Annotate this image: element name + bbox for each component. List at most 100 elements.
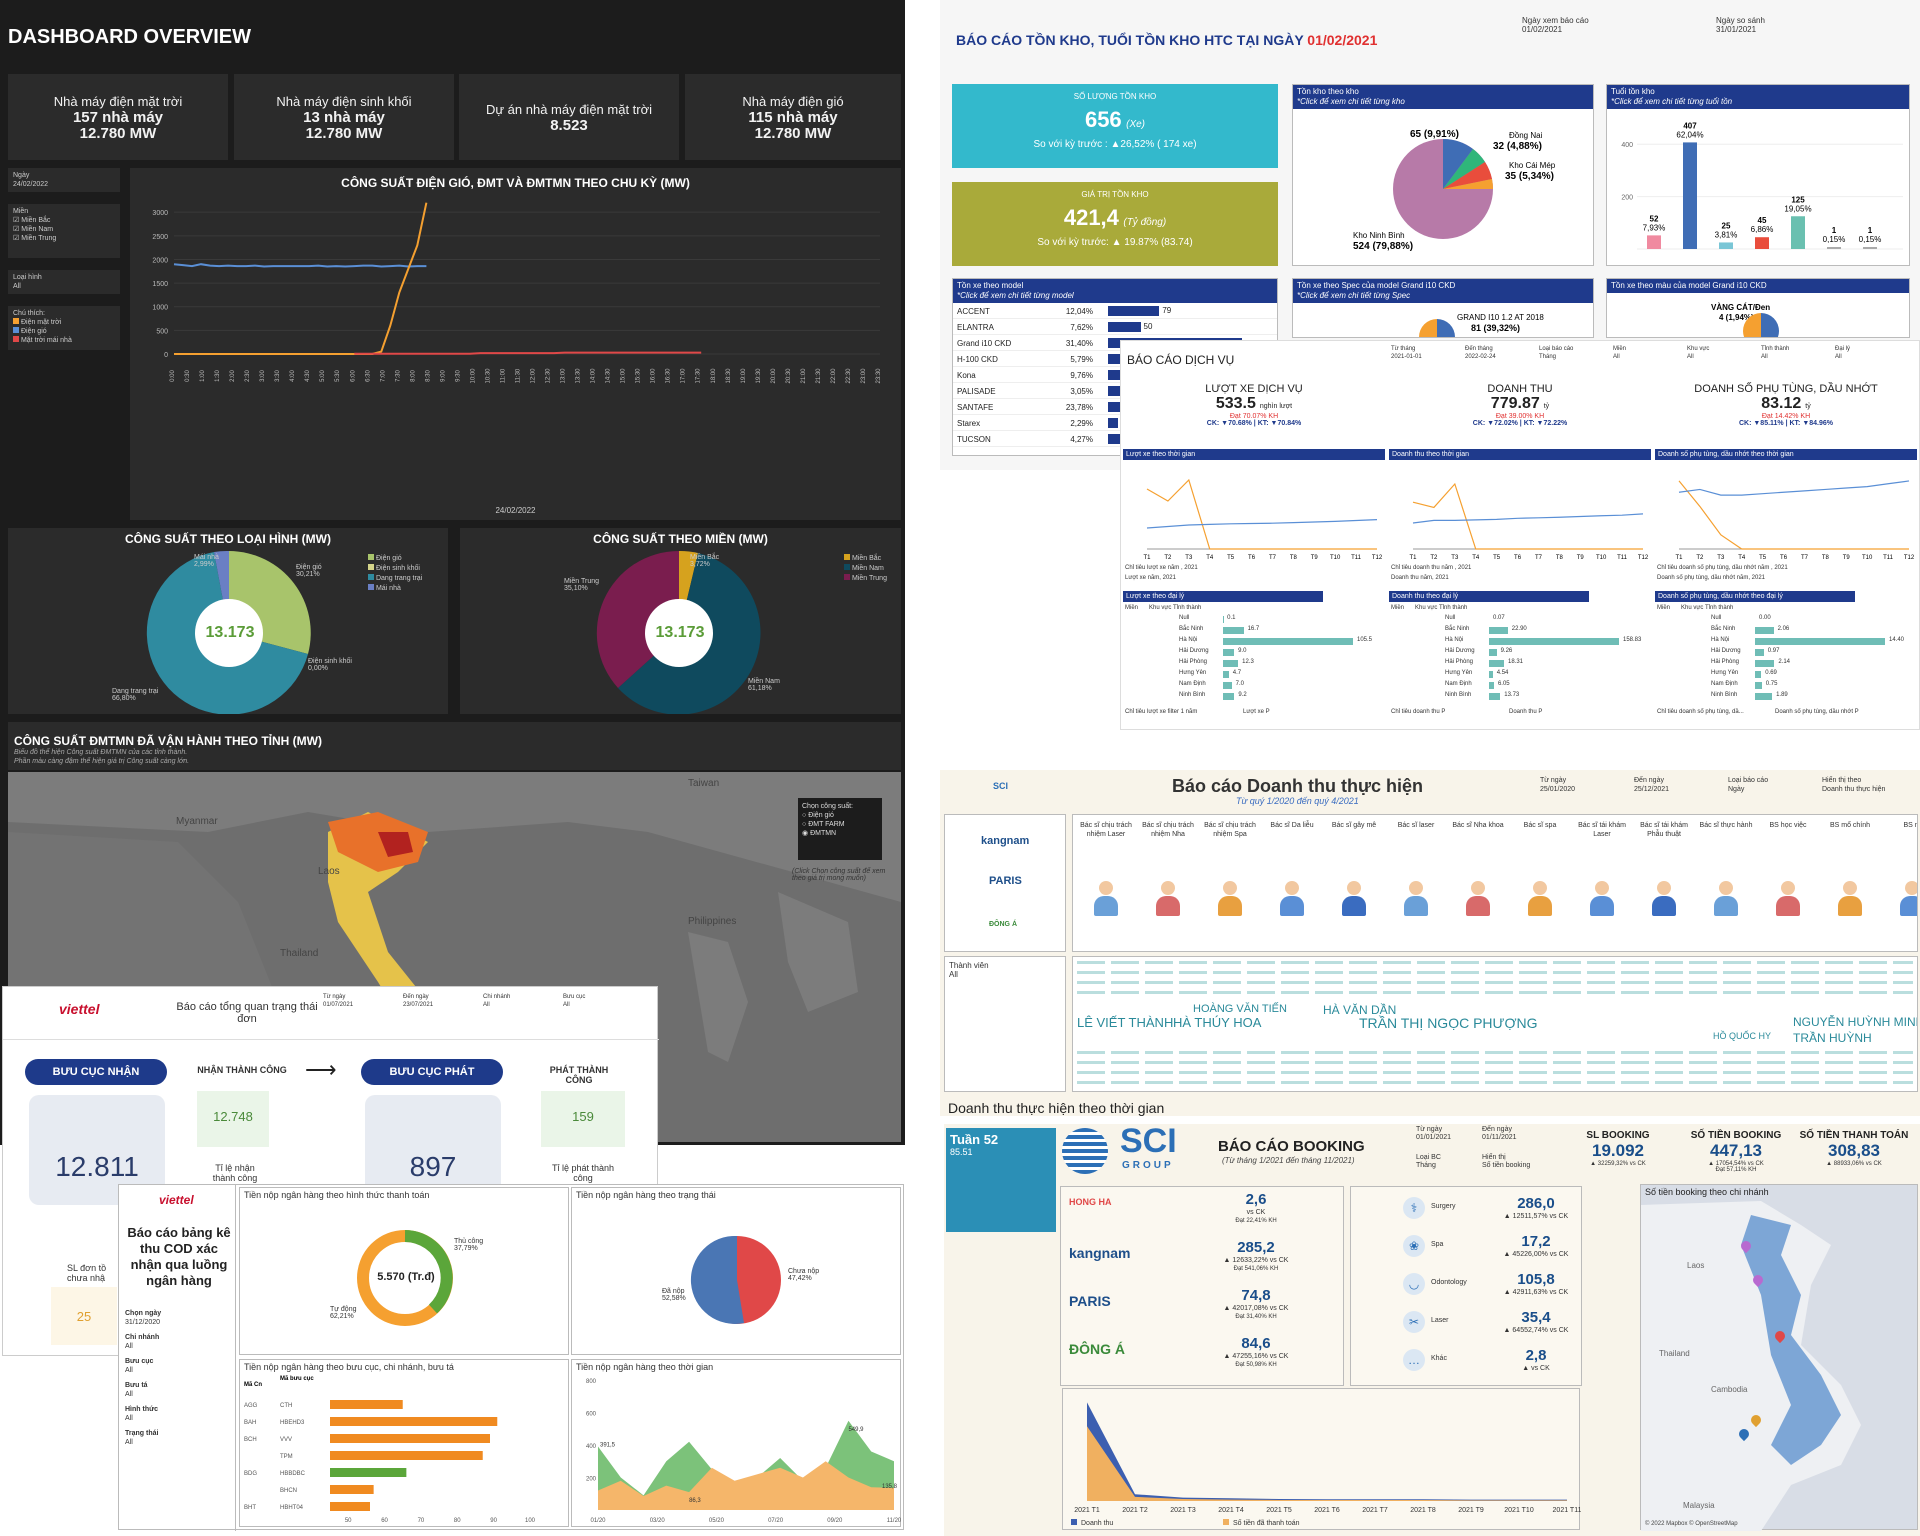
dl-bar[interactable] bbox=[1489, 671, 1493, 678]
role-label[interactable]: Bác sĩ Nha khoa bbox=[1452, 822, 1504, 829]
capacity-selector[interactable]: Chọn công suất: ○ Điện gió ○ ĐMT FARM ◉ … bbox=[798, 798, 882, 860]
filter-6[interactable]: Đại lý All bbox=[1835, 345, 1850, 361]
model-row[interactable]: TUCSON 4,27% bbox=[953, 431, 1277, 447]
slice-paid[interactable] bbox=[690, 1235, 744, 1324]
filter-5[interactable]: Trạng thái All bbox=[125, 1429, 225, 1447]
dl-bar[interactable] bbox=[1223, 660, 1239, 667]
doctor-avatar-icon[interactable] bbox=[1155, 881, 1181, 917]
area-paid[interactable] bbox=[1087, 1426, 1567, 1501]
brand-logo[interactable]: PARIS bbox=[1069, 1293, 1111, 1309]
filter-3[interactable]: Bưu cục All bbox=[563, 993, 585, 1009]
radio-option[interactable]: ○ ĐMT FARM bbox=[802, 821, 845, 828]
doctor-avatar-icon[interactable] bbox=[1217, 881, 1243, 917]
brand-logo[interactable]: HONG HA bbox=[1069, 1197, 1112, 1207]
filter-2[interactable]: Bưu cục All bbox=[125, 1357, 225, 1375]
dl-bar[interactable] bbox=[1755, 682, 1762, 689]
bar[interactable] bbox=[330, 1434, 490, 1443]
region-filter[interactable]: Miền ☑ Miền Bắc ☑ Miền Nam ☑ Miền Trung bbox=[8, 204, 120, 258]
kpi-biomass-plants[interactable]: Nhà máy điện sinh khối 13 nhà máy 12.780… bbox=[234, 74, 454, 160]
paris-logo[interactable]: PARIS bbox=[989, 875, 1022, 887]
kpi-solar-plants[interactable]: Nhà máy điện mặt trời 157 nhà máy 12.780… bbox=[8, 74, 228, 160]
doctor-avatar-icon[interactable] bbox=[1713, 881, 1739, 917]
dl-bar[interactable] bbox=[1489, 693, 1501, 700]
region-option[interactable]: ☑ Miền Nam bbox=[13, 226, 54, 233]
kangnam-logo[interactable]: kangnam bbox=[981, 835, 1030, 847]
doctor-avatar-icon[interactable] bbox=[1341, 881, 1367, 917]
slice[interactable] bbox=[1443, 179, 1493, 189]
filter-3[interactable]: Bưu tá All bbox=[125, 1381, 225, 1399]
dl-bar[interactable] bbox=[1223, 638, 1353, 645]
service-kpi[interactable]: DOANH THU 779.87 tỷ Đạt 39.00% KH CK: ▼72.02… bbox=[1387, 383, 1653, 427]
received-ok-box[interactable]: 12.748 bbox=[197, 1091, 269, 1147]
dl-bar[interactable] bbox=[1755, 693, 1773, 700]
dl-bar[interactable] bbox=[1223, 682, 1232, 689]
type-filter[interactable]: Loại hình All bbox=[8, 270, 120, 294]
bar[interactable] bbox=[330, 1400, 403, 1409]
bar[interactable] bbox=[330, 1451, 483, 1460]
age-bar[interactable] bbox=[1863, 247, 1877, 249]
dl-bar[interactable] bbox=[1489, 660, 1504, 667]
doctor-avatar-icon[interactable] bbox=[1651, 881, 1677, 917]
member-name[interactable]: NGUYỄN HUỲNH MINH bbox=[1793, 1015, 1918, 1029]
role-label[interactable]: Bác sĩ gây mê bbox=[1331, 822, 1377, 829]
slice[interactable] bbox=[1443, 139, 1473, 189]
member-name[interactable]: LÊ VIẾT THÀNH bbox=[1077, 1015, 1174, 1030]
filter-3[interactable]: Hiển thị Số tiền booking bbox=[1482, 1154, 1546, 1170]
age-bar[interactable] bbox=[1755, 237, 1769, 249]
model-bar[interactable] bbox=[1108, 386, 1121, 396]
member-name[interactable]: TRẦN HUỲNH bbox=[1793, 1031, 1872, 1045]
filter-0[interactable]: Từ ngày 01/07/2021 bbox=[323, 993, 353, 1009]
dl-bar[interactable] bbox=[1489, 682, 1494, 689]
dl-bar[interactable] bbox=[1755, 649, 1764, 656]
doctor-avatar-icon[interactable] bbox=[1279, 881, 1305, 917]
model-row[interactable]: ELANTRA 7,62% 50 bbox=[953, 319, 1277, 335]
role-label[interactable]: Bác sĩ chịu trách nhiệm Laser bbox=[1080, 822, 1132, 838]
member-filter[interactable]: Thành viên All bbox=[944, 956, 1066, 1092]
filter-2[interactable]: Loại BC Tháng bbox=[1416, 1154, 1480, 1170]
slice[interactable] bbox=[1443, 149, 1485, 189]
doctor-avatar-icon[interactable] bbox=[1527, 881, 1553, 917]
service-name[interactable]: Surgery bbox=[1431, 1203, 1456, 1210]
radio-option[interactable]: ○ Điện gió bbox=[802, 812, 834, 819]
dl-bar[interactable] bbox=[1489, 649, 1497, 656]
branch-map[interactable]: Số tiền booking theo chi nhánh Laos Thai… bbox=[1640, 1184, 1918, 1531]
model-row[interactable]: PALISADE 3,05% bbox=[953, 383, 1277, 399]
bar[interactable] bbox=[330, 1468, 407, 1477]
booking-kpi[interactable]: SỐ TIỀN BOOKING 447,13 ▲ 17054,54% vs CK Đ… bbox=[1678, 1130, 1794, 1173]
color-pie[interactable] bbox=[1743, 313, 1779, 337]
region-option[interactable]: ☑ Miền Trung bbox=[13, 235, 57, 242]
role-label[interactable]: Bác sĩ thực hành bbox=[1699, 822, 1753, 829]
model-bar[interactable] bbox=[1108, 434, 1127, 444]
booking-kpi[interactable]: SỐ TIỀN THANH TOÁN 308,83 ▲ 88933,06% vs C… bbox=[1796, 1130, 1912, 1167]
compare-date[interactable]: Ngày so sánh 31/01/2021 bbox=[1716, 16, 1765, 34]
member-name[interactable]: HỒ QUỐC HY bbox=[1713, 1031, 1772, 1041]
model-row[interactable]: ACCENT 12,04% 79 bbox=[953, 303, 1277, 319]
bar[interactable] bbox=[330, 1417, 498, 1426]
dl-bar[interactable] bbox=[1755, 671, 1762, 678]
age-bar[interactable] bbox=[1647, 235, 1661, 249]
spec-pie[interactable] bbox=[1419, 319, 1455, 337]
filter-0[interactable]: Từ ngày 25/01/2020 bbox=[1540, 776, 1630, 794]
bar[interactable] bbox=[330, 1502, 370, 1511]
age-bar[interactable] bbox=[1791, 216, 1805, 249]
member-name[interactable]: HOÀNG VĂN TIẾN bbox=[1193, 1003, 1287, 1015]
age-bar[interactable] bbox=[1683, 142, 1697, 249]
filter-1[interactable]: Đến ngày 25/12/2021 bbox=[1634, 776, 1724, 794]
region-option[interactable]: ☑ Miền Bắc bbox=[13, 217, 51, 224]
role-label[interactable]: BS mổ chính bbox=[1829, 822, 1871, 829]
radio-option[interactable]: ◉ ĐMTMN bbox=[802, 830, 837, 837]
role-label[interactable]: Bác sĩ spa bbox=[1523, 822, 1557, 829]
send-ok-box[interactable]: 159 bbox=[541, 1091, 625, 1147]
dl-bar[interactable] bbox=[1223, 693, 1235, 700]
dl-bar[interactable] bbox=[1489, 638, 1619, 645]
brand-logo[interactable]: kangnam bbox=[1069, 1245, 1131, 1261]
kpi-wind-plants[interactable]: Nhà máy điện gió 115 nhà máy 12.780 MW bbox=[685, 74, 901, 160]
model-bar[interactable] bbox=[1108, 418, 1118, 428]
booking-kpi[interactable]: SL BOOKING 19.092 ▲ 32259,32% vs CK bbox=[1560, 1130, 1676, 1167]
doctor-avatar-icon[interactable] bbox=[1589, 881, 1615, 917]
pending-box[interactable]: 25 bbox=[51, 1287, 117, 1345]
member-name[interactable]: TRẦN THỊ NGỌC PHƯỢNG bbox=[1359, 1015, 1538, 1031]
dl-bar[interactable] bbox=[1755, 660, 1775, 667]
service-name[interactable]: Khác bbox=[1431, 1355, 1447, 1362]
kpi-solar-projects[interactable]: Dự án nhà máy điện mặt trời 8.523 bbox=[459, 74, 679, 160]
